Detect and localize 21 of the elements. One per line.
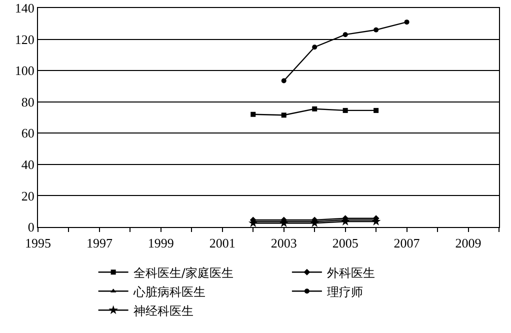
y-tick-label: 60 bbox=[21, 126, 34, 141]
x-tick-label: 1997 bbox=[86, 236, 113, 251]
y-tick-label: 0 bbox=[28, 220, 34, 235]
x-tick-label: 2001 bbox=[209, 236, 236, 251]
y-tick-label: 120 bbox=[14, 32, 34, 47]
y-tick-label: 80 bbox=[21, 94, 34, 110]
legend-label: 心脏病科医生 bbox=[132, 284, 206, 299]
x-tick-label: 2007 bbox=[394, 236, 420, 251]
y-tick-label: 20 bbox=[21, 188, 34, 204]
legend-label: 全科医生/家庭医生 bbox=[133, 266, 234, 280]
y-tick-label: 140 bbox=[14, 0, 34, 16]
x-tick-label: 1995 bbox=[25, 236, 51, 251]
y-tick-label: 40 bbox=[21, 156, 34, 172]
x-tick-label: 1999 bbox=[148, 236, 174, 251]
x-tick-label: 2003 bbox=[270, 236, 297, 251]
legend-label: 神经科医生 bbox=[133, 304, 194, 318]
legend-label: 理疗师 bbox=[326, 284, 363, 299]
legend-label: 外科医生 bbox=[326, 266, 375, 280]
x-tick-label: 2005 bbox=[332, 236, 358, 251]
y-tick-label: 100 bbox=[14, 63, 34, 78]
x-tick-label: 2009 bbox=[455, 236, 482, 251]
